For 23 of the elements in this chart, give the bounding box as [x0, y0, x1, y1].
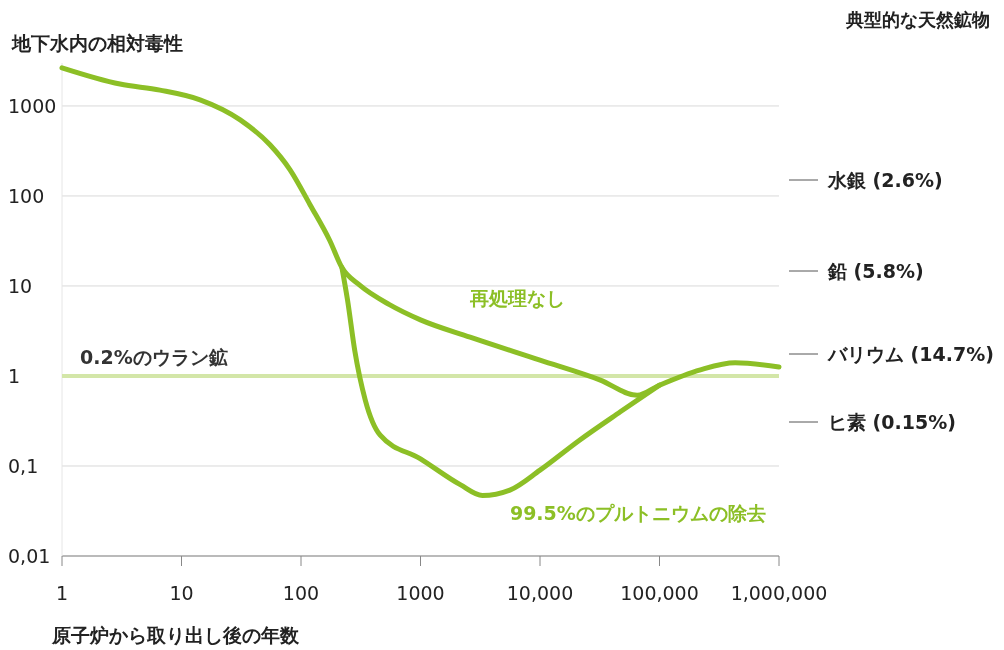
text: 鉛 (5.8%) [827, 260, 924, 282]
y-axis-title: 地下水内の相対毒性 [11, 32, 183, 54]
series-label: 再処理なし [469, 287, 566, 310]
y-tick-label: 0,01 [8, 545, 51, 567]
y-tick-label: 10 [8, 274, 33, 297]
ref-line-label: 0.2%のウラン鉱 [80, 345, 228, 368]
x-tick-label: 1 [55, 582, 69, 604]
x-tick-label: 1,000,000 [730, 582, 828, 604]
text: 水銀 (2.6%) [827, 169, 943, 191]
x-tick-label: 1000 [396, 582, 445, 604]
x-tick-label: 100,000 [620, 582, 699, 604]
text: バリウム (14.7%) [827, 343, 994, 365]
x-axis-title: 原子炉から取り出し後の年数 [51, 624, 300, 646]
text: 典型的な天然鉱物 [845, 9, 990, 30]
series-label: 99.5%のプルトニウムの除去 [509, 502, 766, 525]
y-tick-label: 0,1 [8, 454, 39, 477]
y-tick-label: 1 [8, 364, 21, 387]
y-tick-label: 100 [8, 184, 45, 207]
x-tick-label: 100 [282, 582, 320, 604]
text: ヒ素 (0.15%) [828, 411, 956, 433]
y-tick-label: 1000 [8, 94, 57, 117]
x-tick-label: 10,000 [506, 582, 574, 604]
x-tick-label: 10 [169, 582, 194, 604]
